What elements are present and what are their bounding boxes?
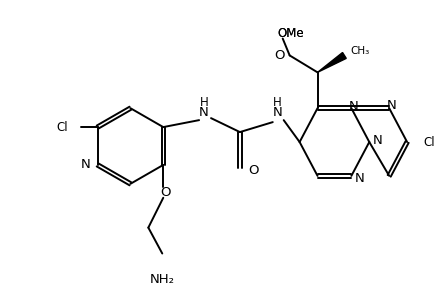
- Text: NH₂: NH₂: [150, 273, 175, 286]
- Text: N: N: [372, 134, 382, 147]
- Text: OMe: OMe: [277, 27, 304, 40]
- Text: N: N: [81, 158, 91, 171]
- Text: N: N: [349, 100, 358, 113]
- Text: Cl: Cl: [56, 121, 68, 134]
- Text: N: N: [273, 106, 283, 119]
- Text: CH₃: CH₃: [350, 46, 370, 56]
- Polygon shape: [318, 53, 346, 72]
- Text: O: O: [249, 164, 259, 177]
- Text: N: N: [354, 172, 364, 185]
- Text: O: O: [274, 49, 285, 62]
- Text: N: N: [199, 106, 209, 119]
- Text: H: H: [200, 96, 208, 109]
- Text: OMe: OMe: [277, 27, 304, 40]
- Text: H: H: [273, 96, 282, 109]
- Text: O: O: [160, 186, 170, 199]
- Text: N: N: [386, 99, 396, 112]
- Text: Cl: Cl: [423, 135, 434, 148]
